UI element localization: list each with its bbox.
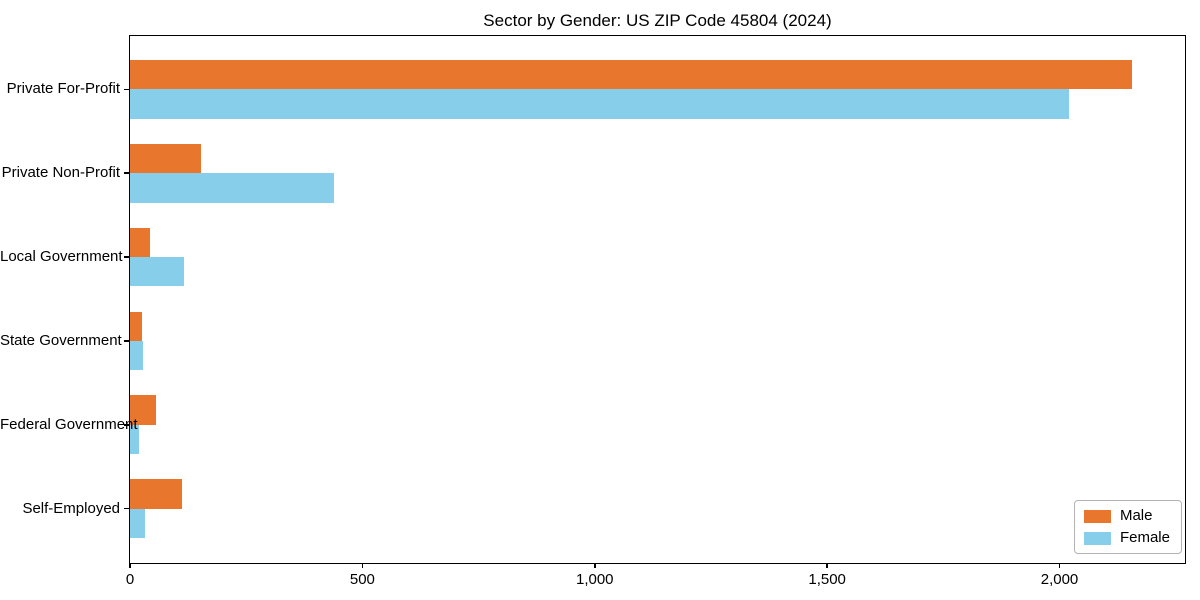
bar-female-2 <box>130 173 335 203</box>
x-tick-mark <box>1058 563 1061 568</box>
y-axis-label: Local Government <box>0 248 123 266</box>
y-axis-label: Federal Government <box>0 415 138 433</box>
bar-female-4 <box>130 340 144 371</box>
y-axis-label: Private Non-Profit <box>1 164 120 182</box>
y-axis-label: State Government <box>0 331 122 349</box>
bar-male-6 <box>130 479 182 509</box>
y-tick-mark <box>124 507 129 510</box>
x-tick-mark <box>826 563 828 568</box>
x-tick-mark <box>594 563 596 568</box>
bar-male-1 <box>130 59 1132 90</box>
legend: Male Female <box>1073 500 1182 554</box>
bar-female-5 <box>130 424 140 455</box>
x-axis-label: 500 <box>349 571 375 588</box>
bar-male-4 <box>130 311 142 341</box>
y-tick-mark <box>124 256 129 258</box>
bar-female-1 <box>130 89 1069 119</box>
bar-male-3 <box>130 227 150 258</box>
chart-title: Sector by Gender: US ZIP Code 45804 (202… <box>483 11 832 30</box>
y-tick-mark <box>124 172 129 174</box>
legend-entry-male: Male <box>1083 507 1170 524</box>
bar-female-6 <box>130 508 145 539</box>
x-axis-label: 0 <box>125 571 135 588</box>
bar-female-3 <box>130 257 184 287</box>
x-axis-label: 1,000 <box>575 571 614 588</box>
bar-male-5 <box>130 395 156 425</box>
bar-male-2 <box>130 143 201 174</box>
x-tick-mark <box>361 563 364 568</box>
male-swatch <box>1083 509 1111 523</box>
legend-label-female: Female <box>1119 529 1170 546</box>
legend-entry-female: Female <box>1083 529 1170 546</box>
x-tick-mark <box>129 563 131 568</box>
x-axis-label: 2,000 <box>1040 571 1079 588</box>
female-swatch <box>1083 531 1111 545</box>
y-axis-label: Private For-Profit <box>6 80 120 98</box>
x-axis-label: 1,500 <box>808 571 846 588</box>
y-tick-mark <box>124 340 129 342</box>
y-tick-mark <box>124 424 129 426</box>
y-axis-label: Self-Employed <box>22 499 120 517</box>
y-tick-mark <box>124 88 129 91</box>
legend-label-male: Male <box>1119 507 1153 524</box>
plot-area: Male Female <box>129 35 1186 564</box>
